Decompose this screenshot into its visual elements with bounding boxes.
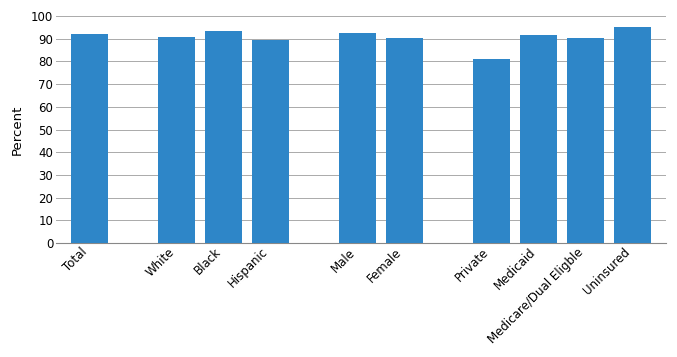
Bar <box>158 37 195 243</box>
Bar <box>205 31 242 243</box>
Bar <box>386 37 423 243</box>
Bar <box>473 59 510 243</box>
Bar <box>71 35 108 243</box>
Y-axis label: Percent: Percent <box>11 104 24 155</box>
Bar <box>520 35 557 243</box>
Bar <box>614 27 651 243</box>
Bar <box>567 38 604 243</box>
Bar <box>252 40 289 243</box>
Bar <box>339 33 376 243</box>
